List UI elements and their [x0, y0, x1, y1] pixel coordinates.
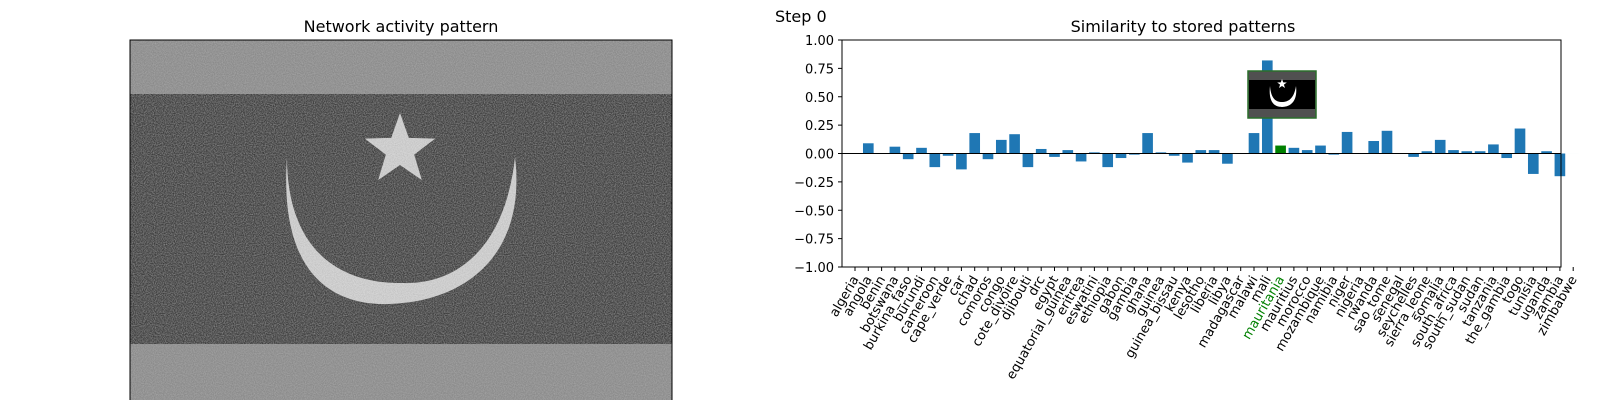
bar — [956, 153, 967, 170]
x-axis: algeriaangolabeninbotswanaburkina_fasobu… — [827, 267, 1581, 382]
bar — [1142, 133, 1153, 154]
bar — [916, 147, 927, 154]
bar — [1022, 153, 1034, 168]
bar — [1195, 150, 1207, 154]
bar — [1315, 145, 1326, 154]
y-tick-label: −0.75 — [794, 233, 834, 248]
bar — [1049, 153, 1060, 157]
bar — [1075, 153, 1087, 162]
bar-highlighted — [1275, 145, 1286, 154]
inset-crescent-icon — [1269, 86, 1297, 107]
bar-chart-frame — [841, 39, 1562, 268]
bar — [1115, 153, 1127, 159]
bar — [1501, 153, 1513, 159]
heatmap-frame — [129, 39, 673, 400]
bar — [1248, 133, 1260, 154]
bar — [1062, 150, 1074, 154]
bar — [1514, 128, 1526, 154]
heatmap-panel: Network activity pattern — [129, 17, 673, 400]
bar — [1128, 153, 1140, 155]
heatmap-image — [130, 40, 672, 400]
bar — [1381, 130, 1393, 154]
bar — [1089, 152, 1100, 154]
bar — [1368, 141, 1380, 154]
bar — [1341, 131, 1353, 154]
y-tick-label: 1.00 — [805, 34, 834, 49]
y-tick-label: −0.50 — [794, 204, 834, 219]
y-tick-label: 0.25 — [805, 119, 834, 134]
inset-star-icon — [1277, 79, 1287, 88]
highlight-inset — [1247, 70, 1317, 119]
bar — [1328, 153, 1340, 155]
bar — [1434, 139, 1446, 154]
bar — [1208, 150, 1220, 154]
y-tick-label: 0.75 — [805, 62, 834, 77]
bar — [1408, 153, 1419, 157]
bar-chart-title: Similarity to stored patterns — [1071, 17, 1296, 36]
y-axis: −1.00 −0.75 −0.50 −0.25 0.00 0.25 0.50 0.75 1.00 — [794, 34, 842, 276]
bar — [1009, 134, 1020, 154]
y-tick-label: −0.25 — [794, 176, 834, 191]
bar — [1488, 144, 1499, 154]
bar — [1288, 147, 1300, 154]
y-tick-label: 0.00 — [805, 148, 834, 163]
bar — [1461, 151, 1473, 154]
bar — [1541, 151, 1552, 154]
bar — [1527, 153, 1539, 174]
bar — [862, 143, 874, 154]
heatmap-title: Network activity pattern — [304, 17, 499, 36]
bar — [1182, 153, 1193, 163]
bar — [982, 153, 994, 160]
bar — [1035, 148, 1047, 154]
bar — [1448, 150, 1459, 154]
bar — [1102, 153, 1114, 168]
bar — [902, 153, 914, 160]
bar — [1155, 152, 1167, 154]
bar — [1554, 153, 1566, 177]
bar — [942, 153, 954, 156]
bar — [929, 153, 941, 168]
noise-overlay — [130, 40, 672, 400]
bar — [1222, 153, 1233, 164]
bar — [1301, 150, 1313, 154]
y-tick-label: 0.50 — [805, 91, 834, 106]
step-label: Step 0 — [775, 7, 827, 26]
bar — [1421, 151, 1433, 154]
bar — [995, 139, 1007, 154]
bar-chart-panel: Similarity to stored patterns −1.00 −0.75… — [794, 17, 1581, 382]
bar — [1474, 151, 1486, 154]
y-tick-label: −1.00 — [794, 261, 834, 276]
bar — [969, 133, 981, 154]
bar — [889, 146, 901, 154]
bar — [1168, 153, 1180, 156]
bar-series — [842, 60, 1579, 177]
